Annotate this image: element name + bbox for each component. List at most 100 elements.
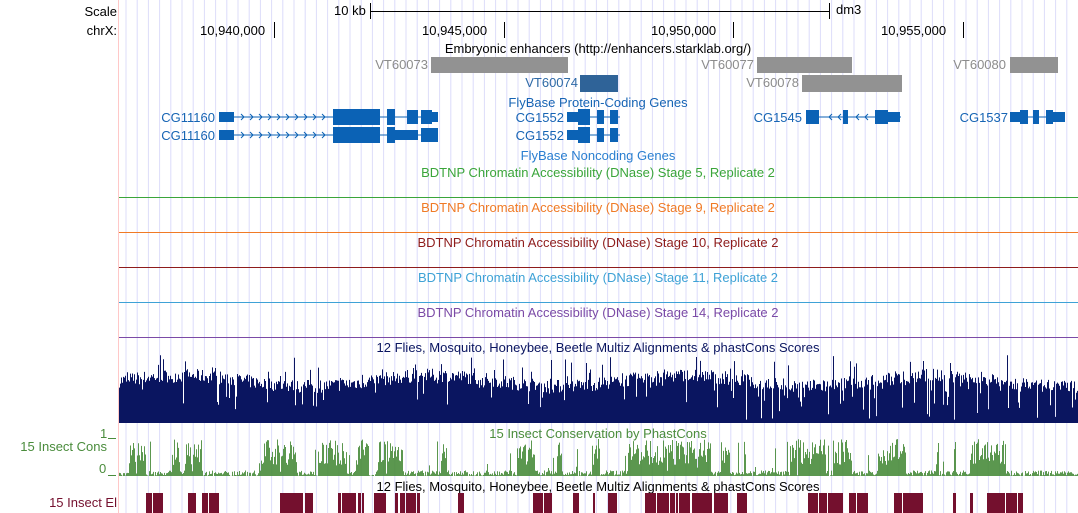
enhancer-feature[interactable] bbox=[802, 75, 902, 92]
conserved-element bbox=[664, 493, 666, 513]
conserved-element bbox=[362, 493, 364, 513]
noncoding-genes-track-title: FlyBase Noncoding Genes bbox=[520, 148, 676, 163]
phastcons-signal[interactable] bbox=[119, 437, 1078, 477]
strand-arrow bbox=[285, 131, 290, 139]
conserved-element bbox=[291, 493, 293, 513]
enhancer-feature[interactable] bbox=[1010, 57, 1058, 73]
strand-arrow bbox=[258, 113, 263, 121]
conserved-element bbox=[676, 493, 678, 513]
enhancer-feature[interactable] bbox=[580, 75, 618, 92]
strand-arrow bbox=[321, 131, 326, 139]
strand-arrow bbox=[267, 113, 272, 121]
conserved-elements[interactable] bbox=[119, 493, 1078, 513]
gene-label[interactable]: CG1552 bbox=[515, 110, 564, 125]
gene-label[interactable]: CG1545 bbox=[753, 110, 802, 125]
gene-label[interactable]: CG1552 bbox=[515, 128, 564, 143]
multiz-track-title: 12 Flies, Mosquito, Honeybee, Beetle Mul… bbox=[376, 340, 820, 355]
cons-side-label[interactable]: 15 Insect Cons bbox=[20, 439, 107, 454]
gene-label[interactable]: CG11160 bbox=[161, 128, 215, 143]
chrom-label: chrX: bbox=[86, 23, 117, 38]
elements-track-title: 12 Flies, Mosquito, Honeybee, Beetle Mul… bbox=[376, 479, 820, 494]
tick-label: 10,940,000 bbox=[200, 23, 266, 38]
conserved-element bbox=[921, 493, 923, 513]
enhancer-label[interactable]: VT60078 bbox=[746, 75, 799, 90]
conserved-element bbox=[401, 493, 403, 513]
elements-side-label[interactable]: 15 Insect El bbox=[49, 495, 117, 510]
dnase-track-title: BDTNP Chromatin Accessibility (DNase) St… bbox=[417, 305, 779, 320]
multiz-conservation-signal[interactable] bbox=[119, 352, 1078, 424]
strand-arrow bbox=[285, 113, 290, 121]
gene-label[interactable]: CG1537 bbox=[959, 110, 1008, 125]
conserved-element bbox=[1019, 493, 1021, 513]
conserved-element bbox=[1015, 493, 1017, 513]
conserved-element bbox=[285, 493, 287, 513]
conserved-element bbox=[657, 493, 659, 513]
conserved-element bbox=[809, 493, 811, 513]
dnase-signal[interactable] bbox=[119, 267, 1078, 268]
enhancer-label[interactable]: VT60077 bbox=[701, 57, 754, 72]
conserved-element bbox=[849, 493, 851, 513]
conserved-element bbox=[462, 493, 464, 513]
strand-arrow bbox=[837, 113, 842, 121]
exon bbox=[333, 109, 380, 125]
exon bbox=[1033, 110, 1039, 124]
strand-arrow bbox=[294, 131, 299, 139]
conserved-element bbox=[667, 493, 669, 513]
exon bbox=[1010, 112, 1020, 122]
strand-arrow bbox=[240, 131, 245, 139]
conserved-element bbox=[988, 493, 990, 513]
strand-arrow bbox=[276, 131, 281, 139]
dnase-signal[interactable] bbox=[119, 197, 1078, 198]
enhancer-feature[interactable] bbox=[431, 57, 568, 73]
exon bbox=[610, 128, 618, 142]
strand-arrow bbox=[276, 113, 281, 121]
dnase-signal[interactable] bbox=[119, 337, 1078, 338]
conserved-element bbox=[816, 493, 818, 513]
conserved-element bbox=[577, 493, 579, 513]
enhancer-feature[interactable] bbox=[757, 57, 852, 73]
enhancer-label[interactable]: VT60073 bbox=[375, 57, 428, 72]
protein-genes-track-title: FlyBase Protein-Coding Genes bbox=[508, 95, 688, 110]
exon bbox=[567, 130, 578, 140]
conserved-element bbox=[217, 493, 219, 513]
conserved-element bbox=[384, 493, 386, 513]
strand-arrow bbox=[321, 113, 326, 121]
phastcons-bars bbox=[119, 439, 1078, 476]
conserved-element bbox=[954, 493, 956, 513]
tick-label: 10,955,000 bbox=[881, 23, 947, 38]
conserved-element bbox=[418, 493, 420, 513]
conserved-element bbox=[541, 493, 543, 513]
enhancer-label[interactable]: VT60080 bbox=[953, 57, 1006, 72]
enhancers-track-title: Embryonic enhancers (http://enhancers.st… bbox=[444, 41, 752, 56]
exon bbox=[888, 112, 900, 122]
scale-bar bbox=[370, 11, 829, 12]
strand-arrow bbox=[258, 131, 263, 139]
conserved-element bbox=[550, 493, 552, 513]
enhancer-label[interactable]: VT60074 bbox=[525, 75, 578, 90]
conserved-element bbox=[688, 493, 690, 513]
gene-models[interactable] bbox=[0, 0, 1078, 150]
conserved-element bbox=[214, 493, 216, 513]
exon bbox=[387, 127, 395, 143]
conserved-element bbox=[998, 493, 1000, 513]
conserved-element bbox=[903, 493, 905, 513]
conserved-element bbox=[710, 493, 712, 513]
conserved-element bbox=[897, 493, 899, 513]
gene-label[interactable]: CG11160 bbox=[161, 110, 215, 125]
dnase-signal[interactable] bbox=[119, 232, 1078, 233]
conserved-element bbox=[188, 493, 190, 513]
conserved-element bbox=[679, 493, 681, 513]
conserved-element bbox=[288, 493, 290, 513]
dnase-signal[interactable] bbox=[119, 302, 1078, 303]
conserved-element bbox=[608, 493, 610, 513]
multiz-bars bbox=[119, 355, 1078, 423]
tick-label: 10,945,000 bbox=[422, 23, 488, 38]
conserved-element bbox=[859, 493, 861, 513]
conserved-element bbox=[854, 493, 856, 513]
exon bbox=[578, 127, 590, 143]
conserved-element bbox=[913, 493, 915, 513]
conserved-element bbox=[354, 493, 356, 513]
exon bbox=[806, 110, 819, 124]
conserved-element bbox=[339, 493, 341, 513]
